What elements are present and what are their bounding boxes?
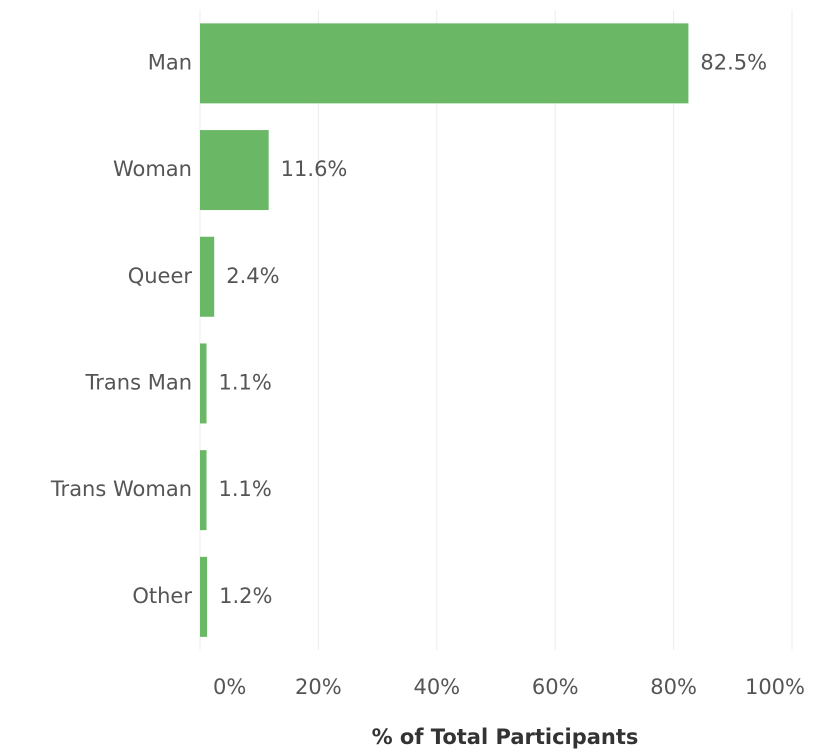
bar bbox=[200, 556, 208, 637]
bar bbox=[200, 23, 689, 104]
x-tick-label: 100% bbox=[745, 675, 805, 699]
x-tick-label: 40% bbox=[413, 675, 460, 699]
value-label: 2.4% bbox=[226, 264, 279, 288]
x-axis-title: % of Total Participants bbox=[372, 725, 639, 749]
value-label: 1.1% bbox=[219, 370, 272, 394]
y-tick-label: Trans Man bbox=[85, 370, 192, 394]
bar bbox=[200, 450, 207, 531]
x-tick-label: 60% bbox=[532, 675, 579, 699]
y-tick-label: Trans Woman bbox=[50, 477, 192, 501]
value-label: 1.1% bbox=[219, 477, 272, 501]
x-tick-label: 20% bbox=[295, 675, 342, 699]
value-label: 1.2% bbox=[219, 584, 272, 608]
y-tick-label: Woman bbox=[113, 157, 192, 181]
x-tick-label: 0% bbox=[213, 675, 246, 699]
value-label: 82.5% bbox=[700, 50, 767, 74]
value-label: 11.6% bbox=[281, 157, 348, 181]
bar bbox=[200, 343, 207, 424]
bar bbox=[200, 130, 269, 211]
y-tick-label: Other bbox=[132, 584, 192, 608]
bar bbox=[200, 236, 215, 317]
y-tick-label: Man bbox=[148, 50, 192, 74]
x-tick-label: 80% bbox=[650, 675, 697, 699]
y-tick-label: Queer bbox=[128, 264, 193, 288]
